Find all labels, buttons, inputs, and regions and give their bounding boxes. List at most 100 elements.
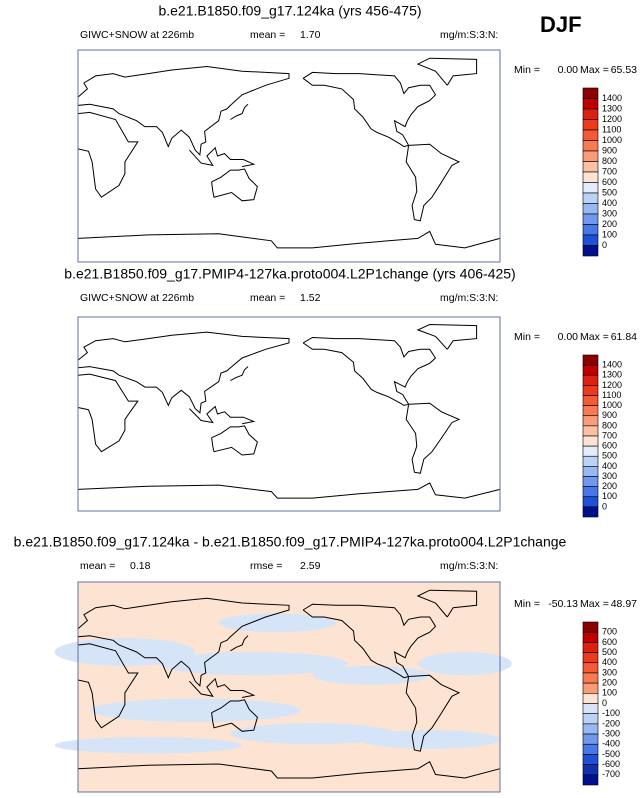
coastline (77, 230, 501, 249)
colorbar-box (582, 621, 599, 633)
colorbar-label: 900 (602, 410, 617, 420)
colorbar-box (582, 466, 599, 477)
colorbar-label: 500 (602, 187, 617, 197)
map-frame (77, 581, 501, 793)
colorbar-label: 300 (602, 471, 617, 481)
colorbar-label: 700 (602, 166, 617, 176)
colorbar-box (582, 425, 599, 437)
max-label: Max = (580, 331, 609, 343)
colorbar-label: 1400 (602, 93, 622, 103)
stat-value: 1.52 (300, 292, 321, 304)
colorbar-label: 1200 (602, 114, 622, 124)
colorbar-box (582, 87, 599, 99)
coastline (77, 111, 139, 198)
map (77, 49, 501, 263)
colorbar-label: 0 (602, 501, 607, 511)
colorbar-label: 900 (602, 145, 617, 155)
stat-label: rmse = (250, 560, 282, 572)
colorbar-label: 200 (602, 678, 617, 688)
colorbar-box (582, 455, 599, 467)
colorbar-box (582, 486, 599, 498)
colorbar-label: 300 (602, 667, 617, 677)
units-label: mg/m:S:3:N: (440, 292, 498, 304)
colorbar-label: 200 (602, 219, 617, 229)
map-frame (77, 49, 501, 263)
map-background (78, 582, 500, 792)
stat-value: 1.70 (300, 29, 321, 41)
colorbar-box (582, 754, 599, 765)
coastline (189, 146, 256, 168)
colorbar-box (582, 496, 599, 508)
map (77, 316, 501, 512)
colorbar-label: 400 (602, 657, 617, 667)
coastline (416, 57, 478, 86)
coastline (189, 405, 256, 425)
coastline (302, 336, 437, 406)
colorbar-label: 300 (602, 208, 617, 218)
stat-value: 2.59 (300, 560, 321, 572)
colorbar-box (582, 631, 599, 643)
stat-label: mean = (250, 29, 285, 41)
min-label: Min = (514, 64, 540, 76)
coastline (416, 323, 478, 350)
coastline (302, 71, 437, 148)
colorbar-box (582, 213, 599, 225)
colorbar-box (582, 405, 599, 417)
coastline (230, 366, 249, 382)
colorbar-label: 1000 (602, 400, 622, 410)
coastline (405, 143, 461, 222)
colorbar-box (582, 652, 599, 664)
season-label: DJF (540, 12, 582, 37)
max-label: Max = (580, 598, 609, 610)
colorbar-box (582, 161, 599, 173)
colorbar-label: 400 (602, 198, 617, 208)
colorbar-label: 200 (602, 481, 617, 491)
coastline (405, 402, 461, 474)
colorbar-box (582, 192, 599, 204)
coastline (189, 677, 256, 698)
max-value: 65.53 (611, 64, 637, 76)
min-label: Min = (514, 598, 540, 610)
coastline (211, 699, 258, 732)
colorbar-box (582, 764, 599, 776)
colorbar-label: -300 (602, 728, 620, 738)
negative-region (218, 613, 336, 633)
colorbar-box (582, 774, 599, 786)
stat-label: mean = (250, 292, 285, 304)
colorbar-box (582, 476, 599, 487)
colorbar-label: 600 (602, 637, 617, 647)
min-value: -50.13 (548, 598, 578, 610)
units-label: mg/m:S:3:N: (440, 560, 498, 572)
coastline (211, 425, 258, 456)
colorbar-label: 500 (602, 647, 617, 657)
colorbar-box (582, 385, 599, 396)
colorbar-label: 400 (602, 461, 617, 471)
colorbar-label: 700 (602, 627, 617, 637)
colorbar-box (582, 354, 599, 366)
colorbar-label: 100 (602, 688, 617, 698)
colorbar-label: 600 (602, 441, 617, 451)
min-value: 0.00 (558, 331, 579, 343)
colorbar-label: 1000 (602, 135, 622, 145)
colorbar-label: -500 (602, 749, 620, 759)
negative-region (312, 666, 430, 685)
max-value: 61.84 (611, 331, 637, 343)
colorbar-box (582, 733, 599, 745)
colorbar-box (582, 445, 599, 457)
colorbar-label: -200 (602, 718, 620, 728)
colorbar-box (582, 364, 599, 376)
colorbar-box (582, 203, 599, 215)
colorbar-label: -700 (602, 769, 620, 779)
negative-region (89, 698, 301, 722)
stat-label: mean = (80, 560, 115, 572)
colorbar-label: 600 (602, 177, 617, 187)
negative-region (417, 652, 512, 676)
coastline (77, 482, 501, 499)
stat-value: 0.18 (130, 560, 151, 572)
coastline (77, 65, 290, 156)
colorbar-box (582, 642, 599, 653)
colorbar-label: 100 (602, 229, 617, 239)
coastline (405, 674, 461, 752)
